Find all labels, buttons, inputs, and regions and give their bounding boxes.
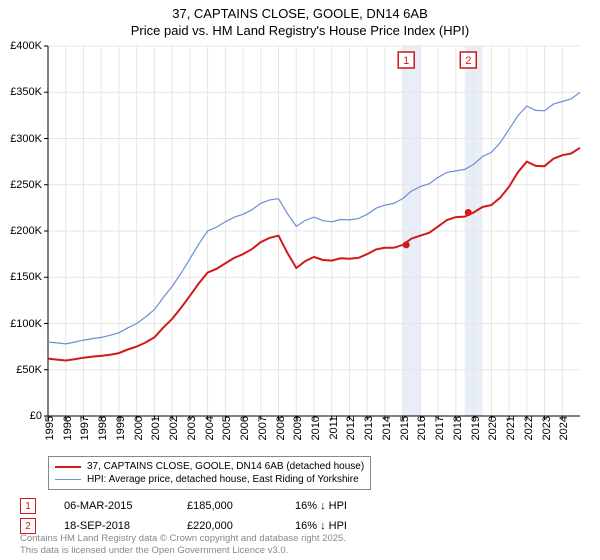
footer-line2: This data is licensed under the Open Gov…	[20, 545, 346, 556]
marker-price: £220,000	[187, 520, 267, 532]
x-tick-label: 2017	[434, 416, 446, 448]
y-tick-label: £300K	[10, 133, 42, 145]
legend-swatch	[55, 466, 81, 468]
footer-line1: Contains HM Land Registry data © Crown c…	[20, 533, 346, 544]
y-tick-label: £50K	[16, 364, 42, 376]
x-tick-label: 1999	[115, 416, 127, 448]
x-axis-labels: 1995199619971998199920002001200220032004…	[48, 418, 580, 454]
y-tick-label: £150K	[10, 271, 42, 283]
marker-date: 06-MAR-2015	[64, 500, 159, 512]
x-tick-label: 2001	[150, 416, 162, 448]
marker-table: 1 06-MAR-2015 £185,000 16% ↓ HPI 2 18-SEP-201…	[20, 496, 347, 536]
x-tick-label: 2012	[345, 416, 357, 448]
x-tick-label: 2005	[221, 416, 233, 448]
marker-table-row: 1 06-MAR-2015 £185,000 16% ↓ HPI	[20, 496, 347, 516]
x-tick-label: 2000	[133, 416, 145, 448]
x-tick-label: 2020	[487, 416, 499, 448]
footer-credits: Contains HM Land Registry data © Crown c…	[20, 533, 346, 556]
marker-num-box: 2	[20, 518, 36, 534]
top-marker-num: 2	[465, 55, 471, 67]
marker-num-box: 1	[20, 498, 36, 514]
y-tick-label: £100K	[10, 318, 42, 330]
x-tick-label: 2016	[416, 416, 428, 448]
x-tick-label: 2023	[541, 416, 553, 448]
y-tick-label: £0	[30, 410, 42, 422]
x-tick-label: 2019	[470, 416, 482, 448]
x-tick-label: 2011	[328, 416, 340, 448]
x-tick-label: 2022	[523, 416, 535, 448]
y-tick-label: £350K	[10, 86, 42, 98]
x-tick-label: 2018	[452, 416, 464, 448]
chart-title: 37, CAPTAINS CLOSE, GOOLE, DN14 6AB Pric…	[0, 0, 600, 40]
x-tick-label: 2002	[168, 416, 180, 448]
marker-diff: 16% ↓ HPI	[295, 500, 347, 512]
x-tick-label: 2013	[363, 416, 375, 448]
x-tick-label: 2003	[186, 416, 198, 448]
chart-container: 37, CAPTAINS CLOSE, GOOLE, DN14 6AB Pric…	[0, 0, 600, 560]
x-tick-label: 2010	[310, 416, 322, 448]
y-tick-label: £200K	[10, 225, 42, 237]
x-tick-label: 1995	[44, 416, 56, 448]
marker-diff: 16% ↓ HPI	[295, 520, 347, 532]
title-line2: Price paid vs. HM Land Registry's House …	[0, 23, 600, 40]
x-tick-label: 1996	[62, 416, 74, 448]
x-tick-label: 2015	[399, 416, 411, 448]
marker-date: 18-SEP-2018	[64, 520, 159, 532]
x-tick-label: 2007	[257, 416, 269, 448]
x-tick-label: 1998	[97, 416, 109, 448]
x-tick-label: 2024	[558, 416, 570, 448]
legend-item: HPI: Average price, detached house, East…	[55, 473, 364, 486]
marker-price: £185,000	[187, 500, 267, 512]
legend-item: 37, CAPTAINS CLOSE, GOOLE, DN14 6AB (det…	[55, 460, 364, 473]
y-axis-labels: £0£50K£100K£150K£200K£250K£300K£350K£400…	[0, 46, 44, 416]
x-tick-label: 2009	[292, 416, 304, 448]
x-tick-label: 2014	[381, 416, 393, 448]
legend: 37, CAPTAINS CLOSE, GOOLE, DN14 6AB (det…	[48, 456, 371, 490]
legend-label: 37, CAPTAINS CLOSE, GOOLE, DN14 6AB (det…	[87, 461, 364, 472]
x-tick-label: 2021	[505, 416, 517, 448]
plot-svg: 12	[48, 46, 580, 416]
top-marker-num: 1	[403, 55, 409, 67]
legend-swatch	[55, 479, 81, 480]
x-tick-label: 2008	[275, 416, 287, 448]
x-tick-label: 2006	[239, 416, 251, 448]
plot-area: 12	[48, 46, 580, 416]
sale-point	[403, 241, 410, 248]
x-tick-label: 1997	[79, 416, 91, 448]
x-tick-label: 2004	[204, 416, 216, 448]
y-tick-label: £250K	[10, 179, 42, 191]
sale-point	[465, 209, 472, 216]
legend-label: HPI: Average price, detached house, East…	[87, 474, 359, 485]
title-line1: 37, CAPTAINS CLOSE, GOOLE, DN14 6AB	[0, 6, 600, 23]
y-tick-label: £400K	[10, 40, 42, 52]
